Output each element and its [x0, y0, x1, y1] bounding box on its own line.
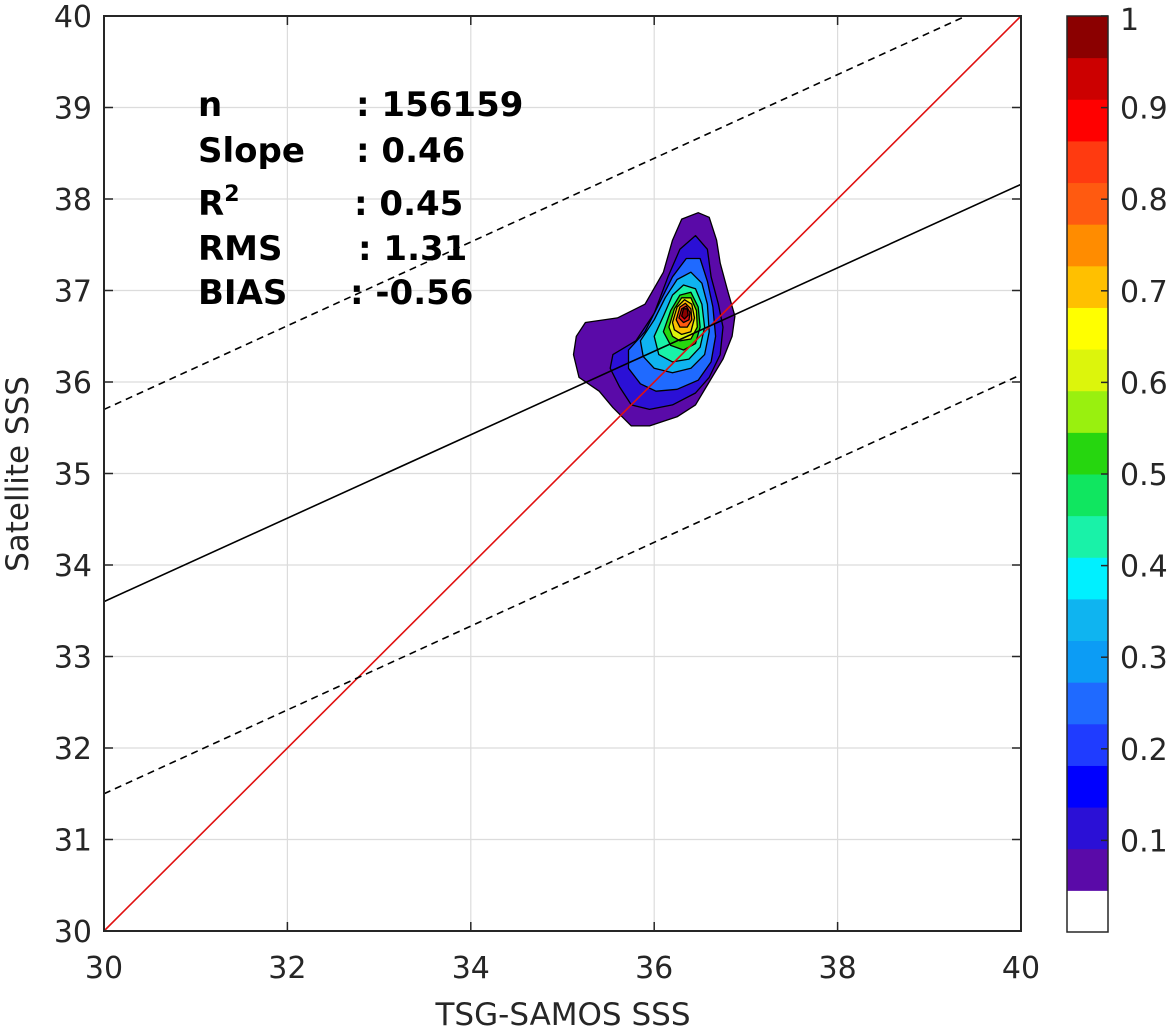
x-tick-label: 40 — [1002, 951, 1040, 986]
colorbar-swatch — [1067, 390, 1108, 433]
colorbar-swatch — [1067, 598, 1108, 642]
colorbar-swatch — [1067, 474, 1108, 517]
y-tick-label: 37 — [54, 275, 92, 310]
colorbar-tick-label: 0.1 — [1120, 824, 1168, 859]
density-contours — [572, 212, 736, 427]
y-axis-label: Satellite SSS — [0, 376, 36, 572]
y-tick-label: 33 — [54, 641, 92, 676]
y-tick-label: 31 — [54, 824, 92, 859]
colorbar-tick-label: 0.5 — [1120, 458, 1168, 493]
colorbar-swatch — [1067, 349, 1108, 392]
x-tick-label: 32 — [268, 951, 306, 986]
stat-rms-value: : 1.31 — [358, 229, 467, 269]
one-to-one-line — [103, 15, 1022, 932]
x-tick-label: 34 — [452, 951, 490, 986]
y-tick-label: 30 — [54, 915, 92, 950]
regression-lower-bound-line — [103, 373, 1022, 795]
reference-lines — [103, 15, 1022, 932]
stat-n-value: : 156159 — [356, 85, 523, 125]
x-tick-label: 38 — [819, 951, 857, 986]
colorbar-swatch — [1067, 99, 1108, 142]
y-tick-label: 32 — [54, 732, 92, 767]
stats-box: n : 156159 Slope : 0.46 R2 : 0.45 RMS : … — [198, 85, 523, 313]
stat-r2-value: : 0.45 — [354, 184, 463, 224]
colorbar-swatch — [1067, 265, 1108, 308]
y-tick-label: 36 — [54, 366, 92, 401]
colorbar-swatch — [1067, 848, 1108, 891]
stat-slope-label: Slope — [198, 131, 305, 171]
x-axis-label: TSG-SAMOS SSS — [435, 997, 691, 1028]
stat-r2-superscript: 2 — [224, 182, 239, 207]
colorbar-tick-label: 1 — [1120, 3, 1139, 38]
colorbar-swatch — [1067, 140, 1108, 184]
colorbar-tick-label: 0.4 — [1120, 550, 1168, 585]
y-tick-label: 35 — [54, 458, 92, 493]
stat-r2-letter: R — [198, 184, 224, 224]
colorbar-tick-label: 0.9 — [1120, 92, 1168, 127]
regression-line — [103, 183, 1022, 603]
colorbar-swatch — [1067, 57, 1108, 100]
colorbar-swatch — [1067, 16, 1108, 59]
density-contour-1 — [681, 308, 689, 320]
stat-bias-label: BIAS — [198, 273, 287, 313]
colorbar-swatch — [1067, 224, 1108, 267]
colorbar-swatch — [1067, 557, 1108, 600]
colorbar-tick-label: 0.2 — [1120, 733, 1168, 768]
stat-r2-label: R2 — [198, 182, 240, 224]
colorbar-swatch — [1067, 765, 1108, 808]
colorbar-swatch — [1067, 890, 1108, 933]
colorbar-tick-label: 0.7 — [1120, 275, 1168, 310]
stat-rms-label: RMS — [198, 229, 283, 269]
regression-upper-bound-line — [103, 15, 967, 411]
y-tick-label: 34 — [54, 549, 92, 584]
colorbar-swatch — [1067, 432, 1108, 475]
colorbar-tick-label: 0.3 — [1120, 641, 1168, 676]
x-tick-label: 36 — [635, 951, 673, 986]
colorbar-swatch — [1067, 682, 1108, 725]
y-tick-label: 39 — [54, 92, 92, 127]
colorbar-swatch — [1067, 307, 1108, 350]
colorbar-swatch — [1067, 515, 1108, 558]
axis-ticks: 30 32 34 36 38 40 30 31 32 33 34 35 36 37 38 39 40 — [54, 0, 1040, 986]
colorbar-tick-label: 0.8 — [1120, 183, 1168, 218]
colorbar: 1 0.9 0.8 0.7 0.6 0.5 0.4 0.3 0.2 0.1 — [1066, 3, 1168, 933]
y-tick-label: 38 — [54, 183, 92, 218]
colorbar-swatch — [1067, 807, 1108, 850]
colorbar-tick-label: 0.6 — [1120, 366, 1168, 401]
stat-n-label: n — [198, 85, 222, 125]
y-tick-label: 40 — [54, 0, 92, 35]
stat-bias-value: : -0.56 — [350, 273, 473, 313]
colorbar-swatch — [1067, 182, 1108, 225]
colorbar-swatch — [1067, 723, 1108, 766]
x-tick-label: 30 — [85, 951, 123, 986]
stat-slope-value: : 0.46 — [356, 131, 465, 171]
colorbar-swatch — [1067, 640, 1108, 683]
